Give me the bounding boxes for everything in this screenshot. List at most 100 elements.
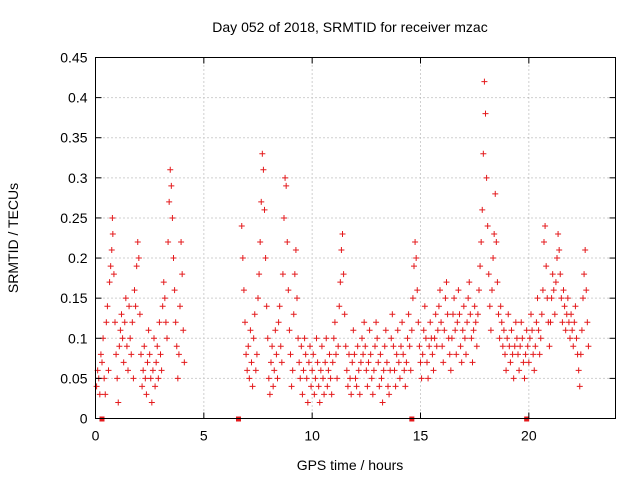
data-point — [557, 271, 564, 278]
data-point — [405, 311, 412, 318]
x-tick-label: 0 — [92, 428, 100, 444]
data-point — [455, 287, 462, 294]
data-point — [508, 327, 515, 334]
data-point — [311, 391, 318, 398]
data-point — [316, 399, 323, 406]
data-point — [376, 383, 383, 390]
data-point — [252, 367, 259, 374]
data-point — [511, 343, 518, 350]
data-point — [141, 343, 148, 350]
data-point — [513, 335, 520, 342]
data-point — [305, 359, 312, 366]
data-point — [291, 271, 298, 278]
data-point — [421, 303, 428, 310]
data-point — [572, 303, 579, 310]
data-point — [110, 271, 117, 278]
data-point — [261, 206, 268, 213]
data-point — [309, 367, 316, 374]
data-point — [260, 166, 267, 173]
data-point — [568, 311, 575, 318]
data-point — [433, 343, 440, 350]
data-point — [324, 383, 331, 390]
data-point — [108, 247, 115, 254]
x-tick-label: 10 — [304, 428, 320, 444]
data-point — [515, 351, 521, 358]
data-point — [303, 375, 310, 382]
data-point — [274, 375, 281, 382]
data-point — [109, 230, 116, 237]
data-point — [526, 335, 533, 342]
data-point — [132, 303, 139, 310]
data-point — [320, 375, 326, 382]
data-point — [470, 327, 477, 334]
data-point — [130, 375, 137, 382]
data-point — [487, 327, 494, 334]
data-point — [415, 319, 422, 326]
data-point — [151, 335, 157, 342]
data-point — [505, 311, 512, 318]
data-point — [412, 239, 419, 246]
data-point — [290, 311, 297, 318]
data-point — [360, 351, 367, 358]
data-point — [530, 351, 537, 358]
data-point — [392, 383, 399, 390]
data-point — [161, 295, 168, 302]
data-point — [368, 375, 375, 382]
data-point — [153, 359, 160, 366]
data-point — [350, 327, 357, 334]
data-point — [466, 279, 473, 286]
data-point — [148, 399, 155, 406]
y-tick-label: 0.35 — [60, 130, 87, 146]
data-point — [500, 327, 507, 334]
data-point — [525, 359, 532, 366]
data-point — [454, 319, 461, 326]
data-point — [367, 351, 374, 358]
data-point — [131, 287, 138, 294]
data-point — [450, 311, 456, 318]
data-point — [424, 359, 430, 366]
data-point — [104, 303, 111, 310]
data-point — [287, 351, 294, 358]
data-point — [432, 311, 439, 318]
data-point — [489, 287, 495, 294]
data-point — [174, 375, 181, 382]
data-point — [118, 311, 125, 318]
data-point — [425, 375, 432, 382]
data-point — [289, 367, 296, 374]
data-point — [136, 311, 143, 318]
data-point — [129, 319, 136, 326]
data-point — [240, 287, 247, 294]
data-point — [578, 327, 585, 334]
data-point — [472, 319, 479, 326]
data-point — [498, 319, 505, 326]
data-point — [499, 343, 506, 350]
data-point — [400, 351, 407, 358]
data-point — [395, 359, 402, 366]
data-point — [518, 319, 525, 326]
data-point — [105, 367, 112, 374]
data-point — [562, 327, 569, 334]
data-point — [116, 343, 123, 350]
data-point — [477, 263, 484, 270]
data-point — [165, 239, 172, 246]
data-point — [258, 198, 265, 205]
data-point — [460, 303, 467, 310]
data-point — [96, 391, 103, 398]
data-point — [504, 335, 511, 342]
data-point — [577, 351, 584, 358]
data-point — [112, 319, 118, 326]
data-point — [177, 303, 183, 310]
data-point — [495, 311, 502, 318]
data-point — [520, 359, 527, 366]
data-point — [535, 327, 542, 334]
data-point — [127, 335, 134, 342]
data-point — [318, 343, 325, 350]
data-point — [138, 351, 144, 358]
data-point — [479, 206, 486, 213]
data-point — [377, 351, 384, 358]
data-point — [522, 351, 529, 358]
data-point — [275, 319, 282, 326]
data-point — [152, 383, 159, 390]
data-point — [323, 335, 330, 342]
